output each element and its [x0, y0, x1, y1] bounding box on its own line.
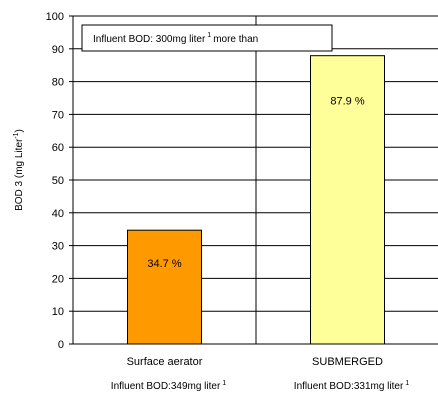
labels: 0 10 20 30 40 50 60 70 80 90 100 34.7 % Surface aera…	[13, 11, 409, 392]
annotation-box	[81, 24, 333, 52]
y-tick-label: 80	[52, 77, 64, 89]
y-tick-label: 0	[58, 339, 64, 351]
y-tick-label: 10	[52, 306, 64, 318]
category-sub-label: Influent BOD:331mg liter 1	[294, 380, 410, 392]
y-tick-label: 20	[52, 273, 64, 285]
axes	[69, 15, 438, 345]
y-tick-label: 90	[52, 44, 64, 56]
category-label: SUBMERGED	[312, 356, 383, 368]
y-tick-label: 70	[52, 109, 64, 121]
y-tick-label: 30	[52, 241, 64, 253]
bar-value-label: 34.7 %	[147, 258, 181, 270]
bar-value-label: 87.9 %	[330, 96, 364, 108]
bar-0	[127, 229, 202, 345]
bar-1	[310, 55, 385, 345]
category-sub-label: Influent BOD:349mg liter 1	[111, 380, 227, 392]
y-axis-title: BOD 3 (mg Liter-1)	[13, 129, 25, 211]
y-tick-label: 100	[46, 11, 64, 23]
annotation-text: Influent BOD: 300mg liter 1 more than	[93, 32, 258, 45]
y-tick-label: 40	[52, 208, 64, 220]
y-tick-label: 50	[52, 175, 64, 187]
category-label: Surface aerator	[127, 356, 203, 368]
bars	[127, 55, 385, 345]
y-tick-label: 60	[52, 142, 64, 154]
